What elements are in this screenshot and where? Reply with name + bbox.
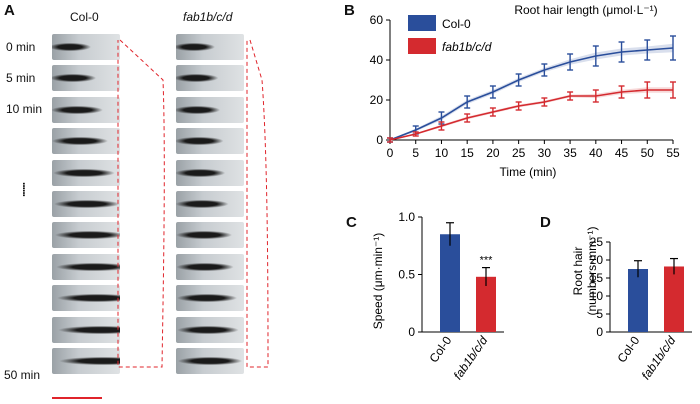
chart-c-category-label-fab1: fab1b/c/d [451,333,491,382]
chart-c-ylabel: Speed (μm·min⁻¹) [371,233,385,330]
chart-d-ytick-label: 0 [596,325,603,339]
micrograph-col0-frame [52,191,120,217]
micrograph-fab1-frame [176,253,244,280]
time-label-10: 10 min [6,102,43,116]
chart-c-bar-col0 [440,234,460,332]
micrograph-col0-frame [52,34,120,60]
chart-c-ytick-label: 0 [408,325,415,339]
chart-b-title: Root hair length (μmol·L⁻¹) [514,3,657,17]
legend-swatch-fab1 [408,38,436,54]
chart-b-xtick-label: 25 [512,146,526,160]
chart-c-ytick-label: 0.5 [398,268,415,282]
chart-b-ytick-label: 40 [370,53,384,67]
panel-letter-c: C [346,214,357,231]
micrograph-col0-frame [52,285,120,312]
tip-trace-overlay [52,39,269,399]
micrograph-fab1-frame [176,96,244,123]
panel-letter-b: B [344,2,355,19]
panel-letter-d: D [540,214,551,231]
legend-swatch-col0 [408,15,436,31]
micrograph-fab1-frame [176,128,244,155]
micrograph-col0-frame [52,159,120,186]
chart-d-ylabel-line2: (numbers·mm⁻¹) [585,226,599,315]
micrograph-fab1-frame [176,65,244,92]
legend-label-fab1: fab1b/c/d [442,40,492,54]
chart-d-category-label-col0: Col-0 [615,333,643,365]
micrograph-fab1-frame [176,34,244,60]
dashed-envelope-fab1 [246,39,269,368]
bar-chart-root-hair-density: Root hair (numbers·mm⁻¹) 0 5 10 15 20 25 Col-0… [571,226,692,382]
time-label-50: 50 min [4,368,41,382]
chart-b-xtick-label: 40 [589,146,603,160]
micrograph-fab1-frame [176,285,244,312]
micrograph-fab1-frame [176,316,244,343]
chart-b-ytick-label: 0 [376,133,383,147]
chart-c-significance-stars: *** [480,255,494,267]
chart-b-xtick-label: 0 [387,146,394,160]
micrograph-col0-frame [52,253,120,280]
micrograph-col0-frame [52,96,120,123]
genotype-label-fab1: fab1b/c/d [183,10,233,24]
line-chart-root-hair-length: Root hair length (μmol·L⁻¹) Time (min) C… [370,3,680,179]
chart-b-ytick-label: 20 [370,93,384,107]
panel-letter-a: A [4,2,15,19]
chart-d-ytick-label: 5 [596,307,603,321]
chart-b-xtick-label: 20 [486,146,500,160]
micrograph-col0-frame [52,348,120,374]
chart-b-xtick-label: 45 [615,146,629,160]
time-ellipsis: ...... [20,182,34,197]
chart-d-bar-col0 [628,269,648,332]
genotype-label-col0: Col-0 [70,10,99,24]
micrograph-col0-frame [52,316,120,343]
chart-b-xtick-label: 55 [666,146,680,160]
chart-b-ytick-label: 60 [370,13,384,27]
chart-d-ytick-label: 25 [590,235,604,249]
chart-c-ytick-label: 1.0 [398,210,415,224]
chart-d-bar-fab1 [664,266,684,332]
chart-b-xtick-label: 30 [538,146,552,160]
dashed-envelope-col0 [117,39,165,368]
series-line-col0 [389,47,674,141]
series-band-fab1 [390,87,673,141]
chart-b-xtick-label: 5 [412,146,419,160]
micrograph-col0-frame [52,128,120,155]
micrograph-fab1-frame [176,191,244,217]
time-label-5: 5 min [6,71,36,85]
chart-d-ytick-label: 10 [590,289,604,303]
micrograph-fab1-frame [176,348,244,374]
series-line-fab1 [389,89,673,141]
micrograph-col0-frame [52,65,120,92]
series-band-col0 [390,43,673,141]
chart-b-xlabel: Time (min) [500,165,557,179]
micrograph-fab1-frame [176,159,244,186]
chart-b-xtick-label: 15 [461,146,475,160]
chart-d-category-label-fab1: fab1b/c/d [639,333,679,382]
chart-b-xtick-label: 35 [563,146,577,160]
legend-label-col0: Col-0 [442,17,471,31]
chart-d-ytick-label: 15 [590,271,604,285]
chart-b-xtick-label: 10 [435,146,449,160]
chart-d-ylabel-line1: Root hair [571,247,585,296]
chart-b-xtick-label: 50 [641,146,655,160]
micrograph-fab1-frame [176,222,244,249]
chart-c-category-label-col0: Col-0 [427,333,455,365]
time-label-0: 0 min [6,40,36,54]
micrograph-col0-frame [52,222,120,249]
chart-d-ytick-label: 20 [590,253,604,267]
chart-c-bar-fab1 [476,276,496,332]
bar-chart-speed: Speed (μm·min⁻¹) 0 0.5 1.0 Col-0 *** fab1b/c/… [371,210,504,382]
